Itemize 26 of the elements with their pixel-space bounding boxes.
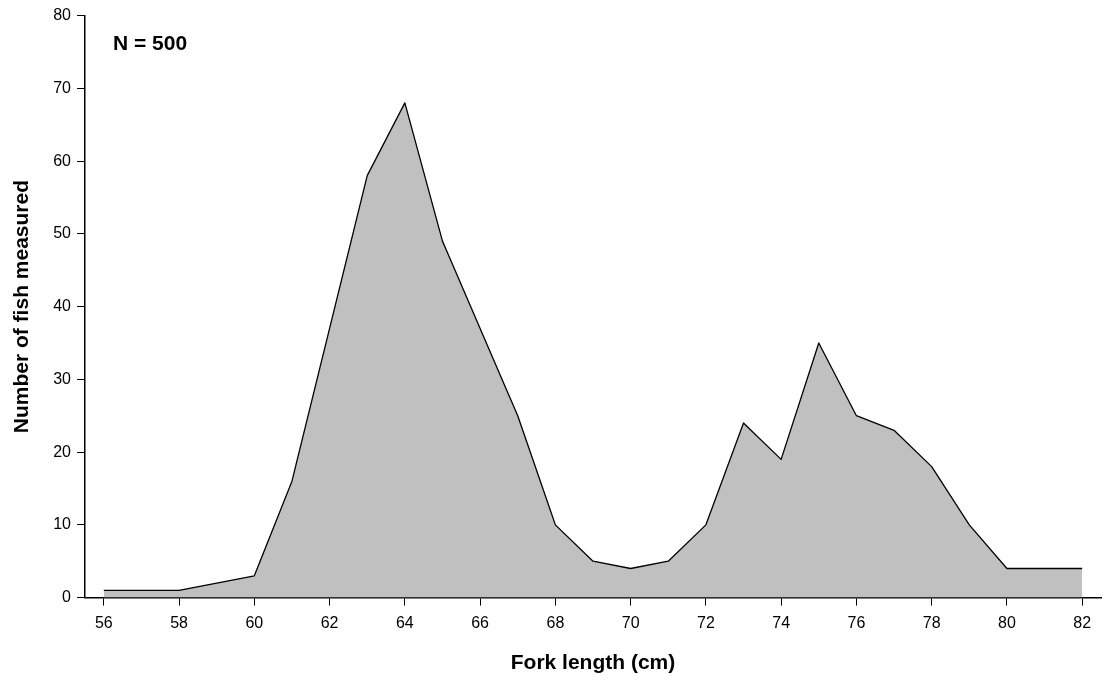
annotation: N = 500 <box>113 30 188 54</box>
x-tick-label: 60 <box>245 613 264 631</box>
x-tick-label: 64 <box>395 613 414 631</box>
x-tick-label: 82 <box>1073 613 1092 631</box>
y-tick-label: 10 <box>53 515 72 533</box>
x-tick-label: 70 <box>621 613 640 631</box>
y-tick-label: 80 <box>53 6 72 24</box>
y-tick-label: 0 <box>62 588 72 606</box>
x-tick-label: 56 <box>94 613 113 631</box>
x-tick-label: 68 <box>546 613 565 631</box>
x-axis-title: Fork length (cm) <box>510 650 676 674</box>
x-tick-label: 72 <box>696 613 715 631</box>
x-tick-label: 74 <box>772 613 791 631</box>
x-tick-label: 76 <box>847 613 866 631</box>
y-tick-label: 30 <box>53 369 72 387</box>
y-tick-label: 70 <box>53 78 72 96</box>
x-tick-label: 78 <box>922 613 941 631</box>
y-tick-label: 40 <box>53 297 72 315</box>
x-tick-label: 66 <box>471 613 490 631</box>
y-axis-title: Number of fish measured <box>9 179 33 434</box>
y-tick-label: 20 <box>53 442 72 460</box>
y-tick-label: 60 <box>53 151 72 169</box>
x-tick-label: 58 <box>170 613 189 631</box>
x-tick-label: 62 <box>320 613 339 631</box>
y-tick-label: 50 <box>53 224 72 242</box>
x-tick-label: 80 <box>998 613 1016 631</box>
